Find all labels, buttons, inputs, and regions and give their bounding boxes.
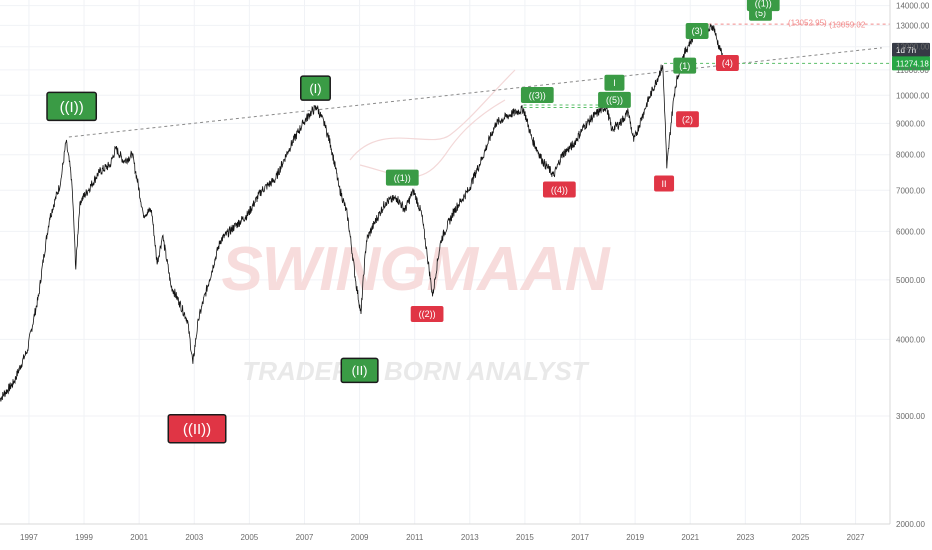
- wave-label-text: ((1)): [394, 173, 411, 183]
- wave-label: II: [654, 175, 675, 192]
- annotation-text: (13059.02: [829, 20, 866, 29]
- wave-label-text: II: [662, 179, 667, 189]
- x-tick-label: 1999: [75, 533, 93, 542]
- price-tag-box: [892, 56, 930, 71]
- wave-label-text: ((4)): [551, 185, 568, 195]
- wave-label: ((II)): [167, 413, 227, 444]
- wave-label-text: ((1)): [755, 0, 772, 8]
- wave-label-box: [340, 357, 379, 384]
- wave-label-box: [520, 87, 554, 104]
- wave-label: (1): [673, 57, 697, 74]
- wave-label: ((4)): [542, 181, 576, 198]
- x-tick-label: 2005: [240, 533, 258, 542]
- wave-label: ((2)): [410, 305, 444, 322]
- price-tag-text: 1d 7h: [896, 46, 916, 55]
- price-line: [0, 23, 726, 402]
- watermark-sub: TRADER & BORN ANALYST: [242, 356, 589, 386]
- wave-label-box: [167, 413, 227, 444]
- y-tick-label: 7000.00: [896, 186, 925, 195]
- wave-label-text: (I): [309, 81, 321, 96]
- y-tick-label: 13000.00: [896, 21, 930, 30]
- wave-label: (II): [340, 357, 379, 384]
- price-tag: 11274.18: [892, 56, 930, 71]
- wave-label-text: ((3)): [529, 90, 546, 100]
- wave-label: (2): [676, 111, 699, 128]
- y-tick-label: 5000.00: [896, 276, 925, 285]
- watermark: SWINGMAAN TRADER & BORN ANALYST: [221, 69, 612, 386]
- wave-label-box: [716, 54, 739, 71]
- x-tick-label: 2025: [792, 533, 810, 542]
- wave-label-text: (3): [692, 26, 703, 36]
- x-tick-label: 2017: [571, 533, 589, 542]
- wave-label-text: (2): [682, 114, 693, 124]
- wave-label-box: [410, 305, 444, 322]
- wave-label-text: ((2)): [419, 309, 436, 319]
- wave-label-box: [673, 57, 697, 74]
- wave-label-box: [604, 74, 625, 91]
- annotation-layer: (13052.95) (13059.02 1d 7h 11274.18: [788, 18, 930, 71]
- x-tick-label: 2011: [406, 533, 424, 542]
- price-series-layer: [0, 23, 726, 402]
- x-tick-label: 2013: [461, 533, 479, 542]
- wave-label-text: (4): [722, 58, 733, 68]
- wave-label: ((3)): [520, 87, 554, 104]
- y-tick-label: 9000.00: [896, 119, 925, 128]
- wave-label-box: [46, 91, 98, 122]
- wave-label: ((I)): [46, 91, 98, 122]
- x-tick-label: 2007: [296, 533, 314, 542]
- wave-label-text: I: [613, 78, 616, 88]
- x-tick-label: 2003: [185, 533, 203, 542]
- x-tick-label: 2001: [130, 533, 148, 542]
- x-tick-label: 2019: [626, 533, 644, 542]
- y-tick-label: 3000.00: [896, 412, 925, 421]
- price-tag: 1d 7h: [892, 42, 930, 57]
- wave-label: (3): [685, 22, 709, 39]
- trendline-dashed-gray: [68, 47, 882, 138]
- y-tick-label: 14000.00: [896, 2, 930, 11]
- wave-label: (4): [716, 54, 739, 71]
- y-tick-label: 11000.00: [896, 66, 929, 75]
- wave-label-box: [598, 91, 631, 108]
- grid-layer: [0, 0, 890, 525]
- y-tick-label: 10000.00: [896, 91, 930, 100]
- wave-label-box: [746, 0, 780, 12]
- wave-label: (I): [300, 75, 331, 101]
- y-tick-label: 6000.00: [896, 227, 925, 236]
- wave-label-text: ((II)): [183, 421, 211, 438]
- y-tick-label: 4000.00: [896, 335, 925, 344]
- price-tag-text: 11274.18: [896, 59, 929, 68]
- x-tick-label: 1997: [20, 533, 38, 542]
- y-tick-label: 12000.00: [896, 43, 930, 52]
- trendline-layer: [68, 23, 890, 138]
- wave-label-text: (II): [352, 363, 368, 378]
- wave-label-text: ((I)): [60, 99, 84, 116]
- watermark-main: SWINGMAAN: [221, 235, 610, 304]
- wave-label: ((5)): [598, 91, 631, 108]
- wave-label-box: [385, 169, 419, 186]
- wave-label: I: [604, 74, 625, 91]
- wave-label-box: [542, 181, 576, 198]
- annotation-text: (13052.95): [788, 18, 827, 27]
- price-tag-box: [892, 42, 930, 57]
- wave-label-layer: ((I)) ((II)) (I) (II) ((1)) ((2)) ((3)) ((4)) ((…: [46, 0, 780, 444]
- wave-label: ((1)): [746, 0, 780, 12]
- x-tick-label: 2009: [351, 533, 369, 542]
- y-tick-label: 2000.00: [896, 520, 925, 529]
- x-tick-label: 2021: [681, 533, 699, 542]
- wave-label-text: (1): [679, 61, 690, 71]
- wave-label-box: [676, 111, 699, 128]
- wave-label-box: [654, 175, 675, 192]
- wave-label-box: [685, 22, 709, 39]
- x-tick-label: 2015: [516, 533, 534, 542]
- wave-label-text: (5): [755, 8, 766, 18]
- x-tick-label: 2027: [847, 533, 865, 542]
- wave-label-text: ((5)): [606, 95, 623, 105]
- x-tick-label: 2023: [736, 533, 754, 542]
- wave-label: ((1)): [385, 169, 419, 186]
- y-tick-label: 8000.00: [896, 151, 925, 160]
- wave-label-box: [300, 75, 331, 101]
